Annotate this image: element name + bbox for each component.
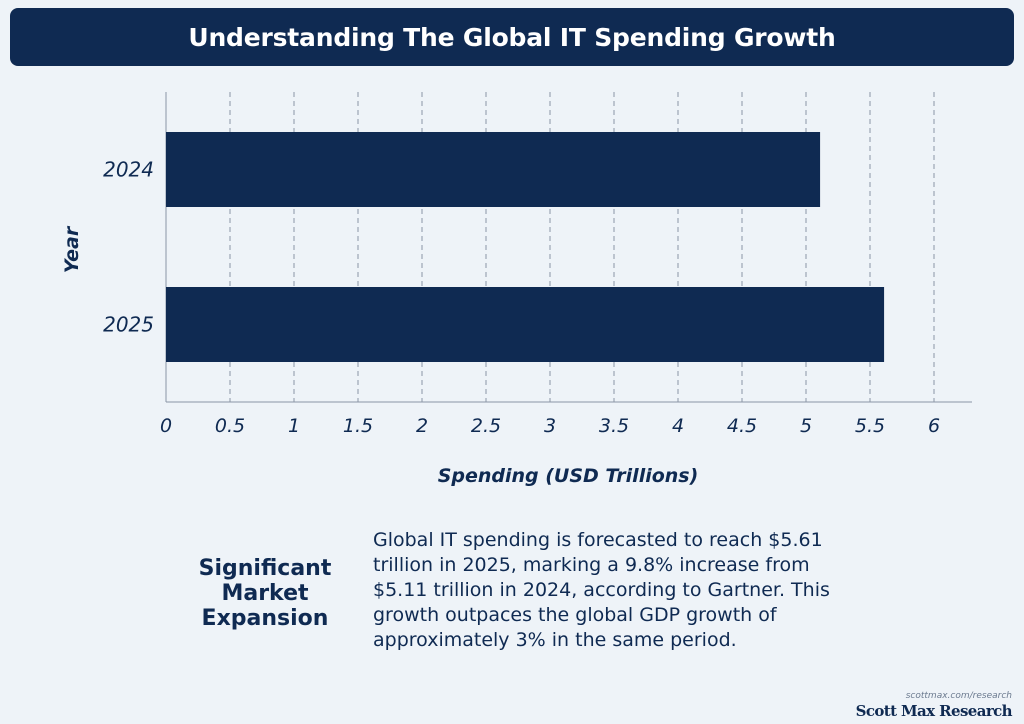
insight-heading: Significant Market Expansion <box>198 556 332 631</box>
bars <box>166 132 885 362</box>
x-tick-label: 4 <box>672 415 684 437</box>
x-tick-labels: 0 0.5 1 1.5 2 2.5 3 3.5 4 4.5 5 5.5 6 <box>160 415 940 437</box>
x-tick-label: 1 <box>288 415 300 437</box>
x-axis-title: Spending (USD Trillions) <box>438 465 699 487</box>
y-axis-title: Year <box>61 225 83 273</box>
x-tick-label: 6 <box>928 415 940 437</box>
grid-lines <box>165 92 972 403</box>
x-tick-label: 3 <box>544 415 556 437</box>
bar-2024 <box>166 132 821 207</box>
x-tick-label: 0.5 <box>215 415 245 437</box>
y-category-labels: 2024 2025 <box>103 158 154 337</box>
x-tick-label: 2 <box>416 415 428 437</box>
x-tick-label: 5 <box>800 415 812 437</box>
chart-title: Understanding The Global IT Spending Gro… <box>188 22 836 52</box>
bar-2025 <box>166 287 885 362</box>
x-tick-label: 2.5 <box>471 415 501 437</box>
x-tick-label: 1.5 <box>343 415 373 437</box>
bar-chart: 0 0.5 1 1.5 2 2.5 3 3.5 4 4.5 5 5.5 6 2024 2025 Spend… <box>61 92 972 487</box>
insight-text: Global IT spending is forecasted to reac… <box>373 529 830 651</box>
category-label-2024: 2024 <box>103 158 154 182</box>
category-label-2025: 2025 <box>103 313 154 337</box>
x-tick-label: 4.5 <box>727 415 757 437</box>
brand-logo: Scott Max Research <box>855 702 1013 720</box>
x-tick-label: 0 <box>160 415 172 437</box>
footer-url: scottmax.com/research <box>905 691 1012 701</box>
title-banner: Understanding The Global IT Spending Gro… <box>10 8 1014 66</box>
x-tick-label: 5.5 <box>855 415 885 437</box>
x-tick-label: 3.5 <box>599 415 629 437</box>
